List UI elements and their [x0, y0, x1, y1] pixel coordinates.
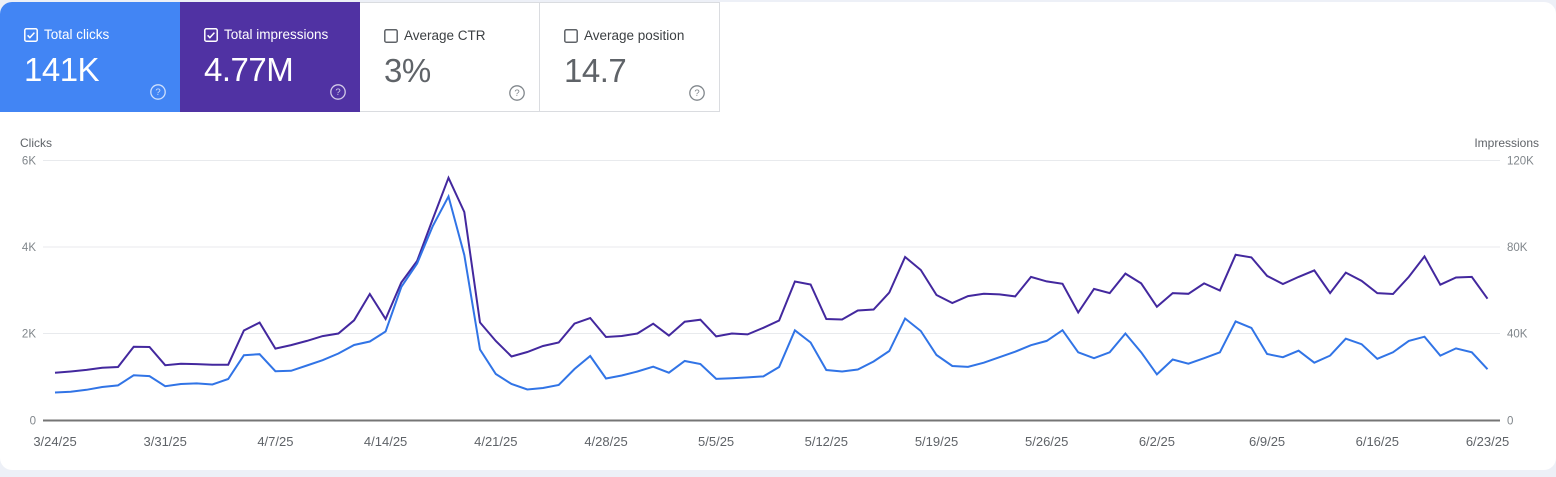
svg-text:5/26/25: 5/26/25: [1025, 434, 1068, 449]
svg-text:0: 0: [30, 416, 36, 428]
svg-text:40K: 40K: [1507, 329, 1528, 341]
svg-text:?: ?: [335, 87, 340, 98]
svg-text:6/9/25: 6/9/25: [1249, 434, 1285, 449]
svg-text:5/5/25: 5/5/25: [698, 434, 734, 449]
svg-text:80K: 80K: [1507, 242, 1528, 254]
svg-text:3/31/25: 3/31/25: [144, 434, 187, 449]
svg-text:0: 0: [1507, 416, 1513, 428]
svg-text:Clicks: Clicks: [20, 136, 52, 150]
svg-text:?: ?: [155, 87, 160, 98]
svg-text:6/2/25: 6/2/25: [1139, 434, 1175, 449]
svg-text:4/28/25: 4/28/25: [584, 434, 627, 449]
svg-text:5/19/25: 5/19/25: [915, 434, 958, 449]
svg-text:4/7/25: 4/7/25: [257, 434, 293, 449]
svg-text:6/23/25: 6/23/25: [1466, 434, 1509, 449]
svg-text:?: ?: [694, 88, 699, 99]
svg-text:?: ?: [514, 88, 519, 99]
svg-text:120K: 120K: [1507, 156, 1534, 168]
svg-text:4K: 4K: [22, 242, 36, 254]
svg-text:5/12/25: 5/12/25: [805, 434, 848, 449]
svg-text:4/14/25: 4/14/25: [364, 434, 407, 449]
svg-text:Impressions: Impressions: [1474, 136, 1539, 150]
svg-text:4/21/25: 4/21/25: [474, 434, 517, 449]
svg-text:3/24/25: 3/24/25: [33, 434, 76, 449]
svg-text:6K: 6K: [22, 156, 36, 168]
svg-text:2K: 2K: [22, 329, 36, 341]
svg-text:6/16/25: 6/16/25: [1356, 434, 1399, 449]
